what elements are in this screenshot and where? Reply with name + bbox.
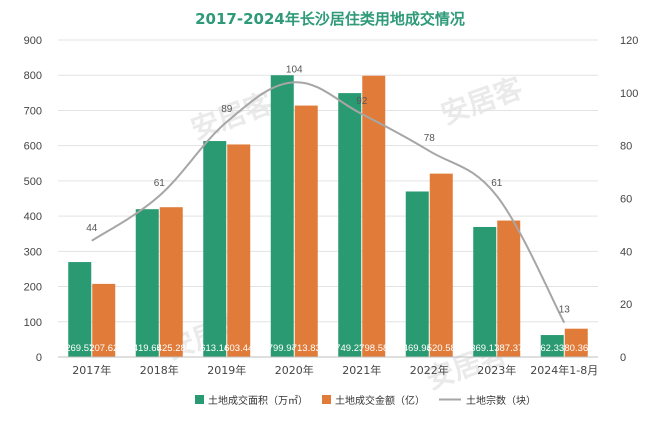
line-point-label: 104 bbox=[286, 64, 303, 75]
y-left-tick-label: 400 bbox=[24, 211, 42, 223]
y-right-tick-label: 120 bbox=[620, 35, 638, 47]
bar-area bbox=[540, 335, 564, 357]
y-left-tick-label: 100 bbox=[24, 317, 42, 329]
line-point-label: 92 bbox=[356, 96, 368, 107]
y-right-tick-label: 20 bbox=[620, 299, 632, 311]
x-axis: 2017年 2018年 2019年 2020年 2021年 2022年 2023年 2024年… bbox=[58, 356, 598, 377]
line-path bbox=[91, 81, 566, 324]
legend-swatch bbox=[322, 395, 331, 404]
bar-area bbox=[473, 226, 497, 357]
line-point-label: 61 bbox=[491, 178, 503, 189]
y-axis-right: 0 20 40 60 80 100 120 bbox=[620, 35, 638, 364]
bar-value-label: 469.94 bbox=[403, 343, 432, 354]
y-left-tick-label: 200 bbox=[24, 282, 42, 294]
bar-value-label: 369.17 bbox=[470, 343, 499, 354]
line-point-label: 13 bbox=[559, 305, 571, 316]
line-series: 44 61 89 104 92 78 61 13 bbox=[86, 64, 571, 324]
y-left-tick-label: 600 bbox=[24, 141, 42, 153]
bar-amount bbox=[227, 144, 251, 357]
line-point-label: 61 bbox=[154, 178, 166, 189]
bar-value-label: 425.28 bbox=[157, 343, 186, 354]
y-left-tick-label: 300 bbox=[24, 246, 42, 258]
y-left-tick-label: 500 bbox=[24, 176, 42, 188]
legend-label: 土地成交面积（万㎡） bbox=[208, 394, 308, 407]
bar-value-label: 520.58 bbox=[427, 343, 456, 354]
bar-value-label: 749.23 bbox=[335, 343, 364, 354]
y-axis-left: 0 100 200 300 400 500 600 700 800 900 bbox=[24, 35, 42, 364]
y-left-tick-label: 900 bbox=[24, 35, 42, 47]
x-tick-label: 2018年 bbox=[140, 363, 179, 377]
bar-amount bbox=[92, 283, 116, 357]
line-point-label: 44 bbox=[86, 223, 98, 234]
y-right-tick-label: 40 bbox=[620, 246, 632, 258]
bar-value-label: 419.65 bbox=[133, 343, 162, 354]
bar-value-label: 80.36 bbox=[564, 343, 588, 354]
chart-title: 2017-2024年长沙居住类用地成交情况 bbox=[195, 10, 465, 28]
bar-value-label: 207.62 bbox=[89, 343, 118, 354]
bar-amount bbox=[429, 173, 453, 357]
bar-area bbox=[135, 209, 159, 357]
bar-value-label: 603.44 bbox=[224, 343, 253, 354]
bar-amount bbox=[497, 220, 521, 357]
x-tick-label: 2024年1-8月 bbox=[530, 363, 598, 377]
bar-value-label: 798.58 bbox=[359, 343, 388, 354]
line-point-label: 78 bbox=[424, 133, 436, 144]
bar-amount bbox=[159, 207, 183, 357]
bar-amount bbox=[294, 105, 318, 357]
bar-area bbox=[68, 262, 92, 357]
y-left-tick-label: 700 bbox=[24, 105, 42, 117]
bar-area bbox=[338, 93, 362, 357]
watermark-text: 安居客 bbox=[187, 86, 278, 146]
bar-value-label: 387.37 bbox=[494, 343, 523, 354]
bar-value-label: 62.33 bbox=[540, 343, 564, 354]
bar-value-label: 799.94 bbox=[268, 343, 297, 354]
y-right-tick-label: 80 bbox=[620, 141, 632, 153]
bar-area bbox=[405, 191, 429, 357]
legend: 土地成交面积（万㎡） 土地成交金额（亿） 土地宗数（块） bbox=[195, 394, 536, 407]
bar-value-label: 269.57 bbox=[65, 343, 94, 354]
bar-series: 269.57 419.65 613.14 799.94 749.23 469.94 369.… bbox=[65, 75, 588, 358]
line-point-label: 89 bbox=[221, 104, 233, 115]
y-right-tick-label: 100 bbox=[620, 88, 638, 100]
y-left-tick-label: 0 bbox=[36, 352, 42, 364]
x-tick-label: 2023年 bbox=[477, 363, 516, 377]
watermark-text: 安居客 bbox=[437, 71, 528, 131]
legend-label: 土地成交金额（亿） bbox=[335, 394, 425, 407]
bar-area bbox=[203, 141, 227, 357]
bar-value-label: 713.83 bbox=[292, 343, 321, 354]
bar-area bbox=[270, 75, 294, 358]
y-right-tick-label: 60 bbox=[620, 194, 632, 206]
y-right-tick-label: 0 bbox=[620, 352, 626, 364]
x-tick-label: 2022年 bbox=[410, 363, 449, 377]
legend-swatch bbox=[195, 395, 204, 404]
y-left-tick-label: 800 bbox=[24, 70, 42, 82]
x-tick-label: 2017年 bbox=[72, 363, 111, 377]
bar-value-label: 613.14 bbox=[200, 343, 229, 354]
x-tick-label: 2019年 bbox=[207, 363, 246, 377]
bar-amount bbox=[362, 75, 386, 357]
legend-label: 土地宗数（块） bbox=[466, 394, 536, 407]
x-tick-label: 2020年 bbox=[275, 363, 314, 377]
x-tick-label: 2021年 bbox=[342, 363, 381, 377]
bar-amount bbox=[564, 328, 588, 357]
